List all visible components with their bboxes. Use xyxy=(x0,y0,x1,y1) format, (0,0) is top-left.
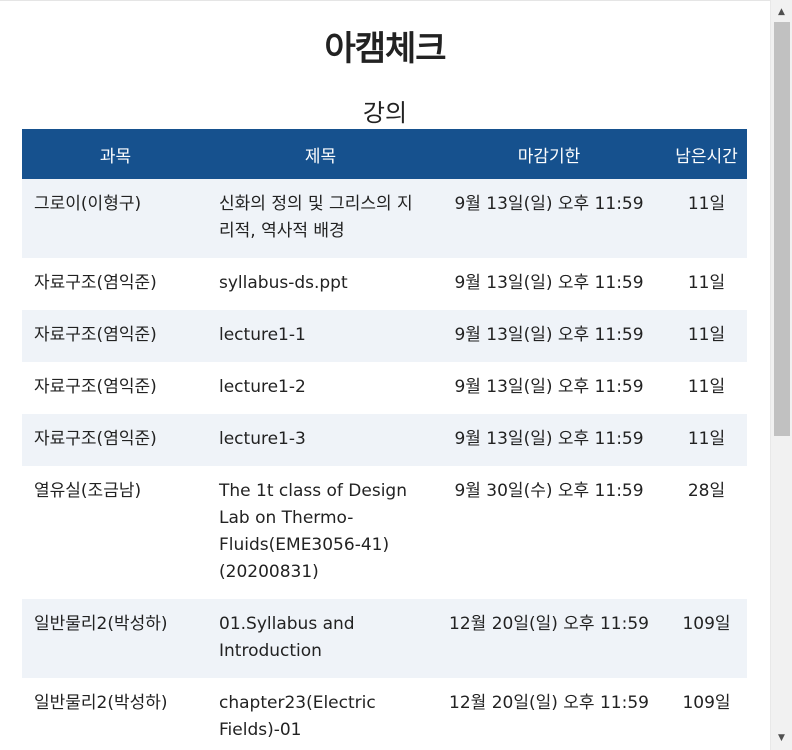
title-cell: syllabus-ds.ppt xyxy=(209,258,432,310)
remaining-cell: 11일 xyxy=(666,258,747,310)
lecture-table: 과목 제목 마감기한 남은시간 그로이(이형구) 신화의 정의 및 그리스의 지… xyxy=(22,129,747,750)
course-cell: 자료구조(염익준) xyxy=(22,258,209,310)
deadline-cell: 9월 13일(일) 오후 11:59 xyxy=(432,310,666,362)
table-row: 일반물리2(박성하) chapter23(Electric Fields)-01… xyxy=(22,678,747,750)
page-viewport: 아캠체크 강의 과목 제목 마감기한 남은시간 그로이(이형구) 신화의 정의 … xyxy=(0,0,770,750)
deadline-cell: 9월 30일(수) 오후 11:59 xyxy=(432,466,666,599)
deadline-cell: 12월 20일(일) 오후 11:59 xyxy=(432,599,666,678)
table-row: 자료구조(염익준) lecture1-1 9월 13일(일) 오후 11:59 … xyxy=(22,310,747,362)
column-header-remaining: 남은시간 xyxy=(666,129,747,179)
course-cell: 일반물리2(박성하) xyxy=(22,678,209,750)
deadline-cell: 9월 13일(일) 오후 11:59 xyxy=(432,258,666,310)
remaining-cell: 11일 xyxy=(666,179,747,258)
page-title: 아캠체크 xyxy=(324,29,446,69)
title-cell: 01.Syllabus and Introduction xyxy=(209,599,432,678)
remaining-cell: 109일 xyxy=(666,678,747,750)
deadline-cell: 12월 20일(일) 오후 11:59 xyxy=(432,678,666,750)
remaining-cell: 109일 xyxy=(666,599,747,678)
title-cell: 신화의 정의 및 그리스의 지리적, 역사적 배경 xyxy=(209,179,432,258)
table-row: 자료구조(염익준) lecture1-2 9월 13일(일) 오후 11:59 … xyxy=(22,362,747,414)
course-cell: 자료구조(염익준) xyxy=(22,362,209,414)
section-title: 강의 xyxy=(362,99,408,127)
deadline-cell: 9월 13일(일) 오후 11:59 xyxy=(432,362,666,414)
column-header-deadline: 마감기한 xyxy=(432,129,666,179)
arrow-down-icon[interactable]: ▼ xyxy=(778,733,785,743)
arrow-up-icon[interactable]: ▲ xyxy=(778,7,785,17)
course-cell: 그로이(이형구) xyxy=(22,179,209,258)
vertical-scrollbar[interactable]: ▲ ▼ xyxy=(770,0,792,750)
column-header-title: 제목 xyxy=(209,129,432,179)
remaining-cell: 28일 xyxy=(666,466,747,599)
table-row: 그로이(이형구) 신화의 정의 및 그리스의 지리적, 역사적 배경 9월 13… xyxy=(22,179,747,258)
title-cell: chapter23(Electric Fields)-01 xyxy=(209,678,432,750)
title-cell: lecture1-2 xyxy=(209,362,432,414)
deadline-cell: 9월 13일(일) 오후 11:59 xyxy=(432,414,666,466)
remaining-cell: 11일 xyxy=(666,362,747,414)
deadline-cell: 9월 13일(일) 오후 11:59 xyxy=(432,179,666,258)
table-row: 자료구조(염익준) syllabus-ds.ppt 9월 13일(일) 오후 1… xyxy=(22,258,747,310)
course-cell: 열유실(조금남) xyxy=(22,466,209,599)
course-cell: 자료구조(염익준) xyxy=(22,414,209,466)
table-row: 열유실(조금남) The 1t class of Design Lab on T… xyxy=(22,466,747,599)
table-row: 일반물리2(박성하) 01.Syllabus and Introduction … xyxy=(22,599,747,678)
scrollbar-thumb[interactable] xyxy=(774,22,790,436)
column-header-course: 과목 xyxy=(22,129,209,179)
remaining-cell: 11일 xyxy=(666,414,747,466)
course-cell: 자료구조(염익준) xyxy=(22,310,209,362)
title-cell: lecture1-3 xyxy=(209,414,432,466)
remaining-cell: 11일 xyxy=(666,310,747,362)
table-header-row: 과목 제목 마감기한 남은시간 xyxy=(22,129,747,179)
table-row: 자료구조(염익준) lecture1-3 9월 13일(일) 오후 11:59 … xyxy=(22,414,747,466)
title-cell: lecture1-1 xyxy=(209,310,432,362)
course-cell: 일반물리2(박성하) xyxy=(22,599,209,678)
title-cell: The 1t class of Design Lab on Thermo-Flu… xyxy=(209,466,432,599)
